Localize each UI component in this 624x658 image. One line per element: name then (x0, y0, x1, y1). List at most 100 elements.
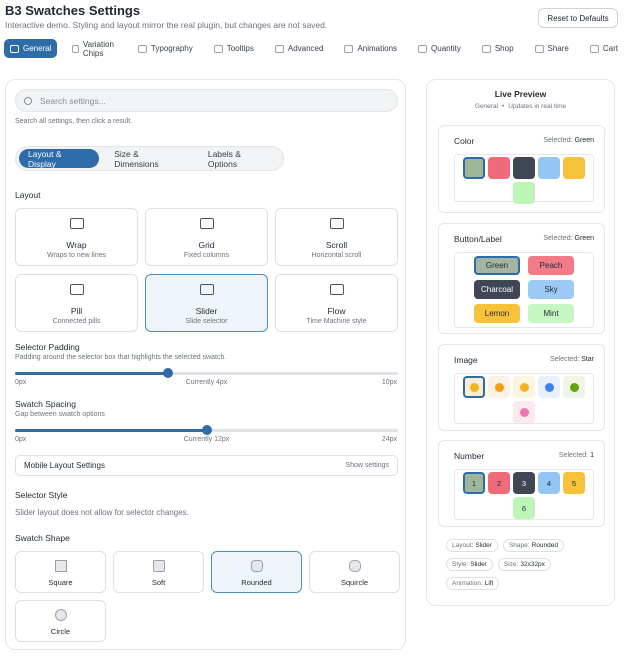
setting-description: Padding around the selector box that hig… (15, 354, 227, 361)
search-icon (24, 96, 32, 105)
tab[interactable]: Typography (132, 39, 199, 58)
selected-value: Green (574, 235, 594, 242)
tab[interactable]: Quantity (412, 39, 467, 58)
image-glyph (569, 382, 579, 392)
tab-label: Advanced (287, 44, 324, 53)
tab[interactable]: General (4, 39, 58, 58)
number-swatch[interactable]: 4 (538, 472, 560, 494)
slider-thumb[interactable] (201, 425, 212, 435)
layout-name: Flow (327, 306, 346, 316)
shape-option[interactable]: Soft (113, 551, 204, 593)
tab[interactable]: Animations (338, 39, 403, 58)
color-swatch[interactable] (538, 157, 560, 179)
tab[interactable]: Share (529, 39, 575, 58)
image-swatch[interactable] (513, 401, 535, 423)
number-swatch[interactable]: 3 (513, 472, 535, 494)
image-swatch[interactable] (563, 376, 585, 398)
tab[interactable]: Shop (476, 39, 520, 58)
image-swatch[interactable] (488, 376, 510, 398)
button-swatch[interactable]: Lemon (474, 304, 520, 323)
search-hint: Search all settings, then click a result… (15, 118, 133, 125)
image-swatch[interactable] (513, 376, 535, 398)
tag-key: Size: (503, 561, 519, 568)
number-swatch[interactable]: 6 (513, 497, 535, 519)
button-swatch[interactable]: Green (474, 256, 520, 275)
color-swatch[interactable] (488, 157, 510, 179)
image-glyph (544, 382, 554, 392)
card-selected: Selected: Green (543, 137, 594, 144)
color-swatch[interactable] (513, 157, 535, 179)
slider-track[interactable] (15, 425, 398, 435)
slider-fill (15, 429, 207, 432)
tag-value: Slider (470, 561, 487, 568)
search-box[interactable]: Search settings... (15, 89, 398, 112)
shape-option[interactable]: Squircle (309, 551, 400, 593)
layout-icon (70, 284, 84, 295)
selected-value: Star (581, 356, 594, 363)
layout-option[interactable]: Flow Time Machine style (275, 274, 398, 332)
tag-value: Lift (484, 580, 494, 587)
color-swatch[interactable] (463, 157, 485, 179)
shape-icon (55, 609, 67, 621)
tab[interactable]: Cart (584, 39, 624, 58)
number-swatch[interactable]: 5 (563, 472, 585, 494)
selected-value: Green (574, 137, 594, 144)
tab[interactable]: Variation Chips (66, 39, 122, 58)
layout-option[interactable]: Wrap Wraps to new lines (15, 208, 138, 266)
shape-option[interactable]: Circle (15, 600, 106, 642)
tab[interactable]: Tooltips (208, 39, 260, 58)
color-swatch[interactable] (513, 182, 535, 204)
selected-label: Selected: (543, 137, 573, 144)
shape-name: Soft (151, 578, 166, 587)
tab-label: Share (547, 44, 569, 53)
tab-bar: General Variation Chips Typography Tooltips… (4, 39, 624, 58)
shape-option[interactable]: Rounded (211, 551, 302, 593)
tab-label: Cart (602, 44, 618, 53)
subtab[interactable]: Size & Dimensions (114, 148, 159, 169)
mobile-settings[interactable]: Mobile Layout Settings Show settings (15, 455, 398, 476)
slider-thumb[interactable] (163, 368, 174, 378)
section-label: Layout (15, 190, 41, 200)
layout-icon (330, 284, 344, 295)
layout-option[interactable]: Grid Fixed columns (145, 208, 268, 266)
slider-min: 0px (15, 379, 27, 386)
tab-label: Quantity (431, 44, 461, 53)
swatch-box: Green Peach Charcoal Sky Lemon Mint (454, 252, 594, 328)
slider-value: Currently 4px (185, 379, 228, 386)
tag-key: Layout: (452, 542, 474, 549)
image-swatch[interactable] (538, 376, 560, 398)
reset-button[interactable]: Reset to Defaults (538, 8, 618, 28)
swatch-box (454, 154, 594, 204)
layout-option[interactable]: Slider Slide selector (145, 274, 268, 332)
tab-icon (10, 44, 19, 53)
layout-option[interactable]: Pill Connected pills (15, 274, 138, 332)
button-swatch[interactable]: Charcoal (474, 280, 520, 299)
shape-icon (55, 560, 67, 572)
layout-option[interactable]: Scroll Horizontal scroll (275, 208, 398, 266)
preview-card: Number Selected: 1 1 2 3 4 5 6 (438, 440, 605, 527)
layout-description: Horizontal scroll (311, 252, 362, 259)
slider-track[interactable] (15, 368, 398, 378)
tab[interactable]: Advanced (269, 39, 330, 58)
subtab[interactable]: Labels & Options (207, 148, 241, 169)
slider-fill (15, 372, 169, 375)
shape-option[interactable]: Square (15, 551, 106, 593)
image-swatch[interactable] (463, 376, 485, 398)
setting-description: Gap between swatch options (15, 411, 105, 418)
summary-tag: Size: 32x32px (497, 558, 551, 571)
number-swatch[interactable]: 1 (463, 472, 485, 494)
button-swatch[interactable]: Peach (528, 256, 574, 275)
color-swatch[interactable] (563, 157, 585, 179)
shape-icon (349, 560, 361, 572)
page-title: B3 Swatches Settings (5, 3, 141, 18)
number-swatch[interactable]: 2 (488, 472, 510, 494)
button-swatch[interactable]: Mint (528, 304, 574, 323)
tag-value: 32x32px (520, 561, 545, 568)
subtab[interactable]: Layout & Display (19, 149, 100, 169)
layout-icon (200, 218, 214, 229)
button-swatch[interactable]: Sky (528, 280, 574, 299)
setting-label: Selector Padding (15, 342, 80, 352)
summary-tag: Layout: Slider (446, 539, 498, 552)
layout-name: Wrap (66, 240, 87, 250)
layout-description: Connected pills (52, 318, 101, 325)
